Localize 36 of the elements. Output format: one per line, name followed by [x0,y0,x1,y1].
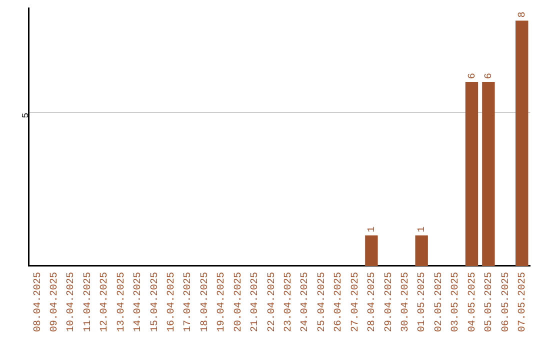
x-tick-label: 27.04.2025 [350,272,362,332]
x-tick-label: 22.04.2025 [266,272,278,332]
x-tick-label: 18.04.2025 [200,272,211,332]
x-tick-label: 20.04.2025 [233,272,244,332]
x-tick-label: 06.05.2025 [500,272,512,332]
x-tick-label: 11.04.2025 [82,272,94,332]
x-tick-label: 17.04.2025 [183,272,194,332]
x-tick-label: 19.04.2025 [216,272,228,332]
data-label: 6 [484,72,496,79]
x-tick-label: 08.04.2025 [32,272,44,332]
x-tick-label: 05.05.2025 [484,272,496,332]
data-label: 8 [518,12,529,18]
x-tick-label: 03.05.2025 [450,272,462,332]
x-tick-label: 14.04.2025 [133,272,144,332]
x-tick-label: 02.05.2025 [434,272,445,332]
x-tick-label: 15.04.2025 [150,272,161,332]
x-tick-label: 26.04.2025 [334,272,345,332]
x-tick-label: 16.04.2025 [166,272,178,332]
x-tick-label: 09.04.2025 [50,272,61,332]
x-tick-label: 12.04.2025 [100,272,111,332]
x-tick-label: 28.04.2025 [367,272,378,332]
x-tick-label: 23.04.2025 [284,272,295,332]
x-tick-label: 21.04.2025 [250,272,262,332]
data-label: 1 [367,226,378,232]
x-tick-label: 25.04.2025 [316,272,328,332]
x-tick-label: 13.04.2025 [116,272,128,332]
x-tick-label: 07.05.2025 [518,272,529,332]
x-tick-label: 04.05.2025 [467,272,478,332]
data-label: 1 [417,226,428,232]
x-tick-label: 24.04.2025 [300,272,312,332]
x-tick-label: 10.04.2025 [66,272,78,332]
x-tick-label: 01.05.2025 [417,272,428,332]
y-tick-label: 5 [21,112,32,118]
x-tick-label: 29.04.2025 [384,272,395,332]
data-label: 6 [467,72,478,79]
x-tick-label: 30.04.2025 [400,272,412,332]
